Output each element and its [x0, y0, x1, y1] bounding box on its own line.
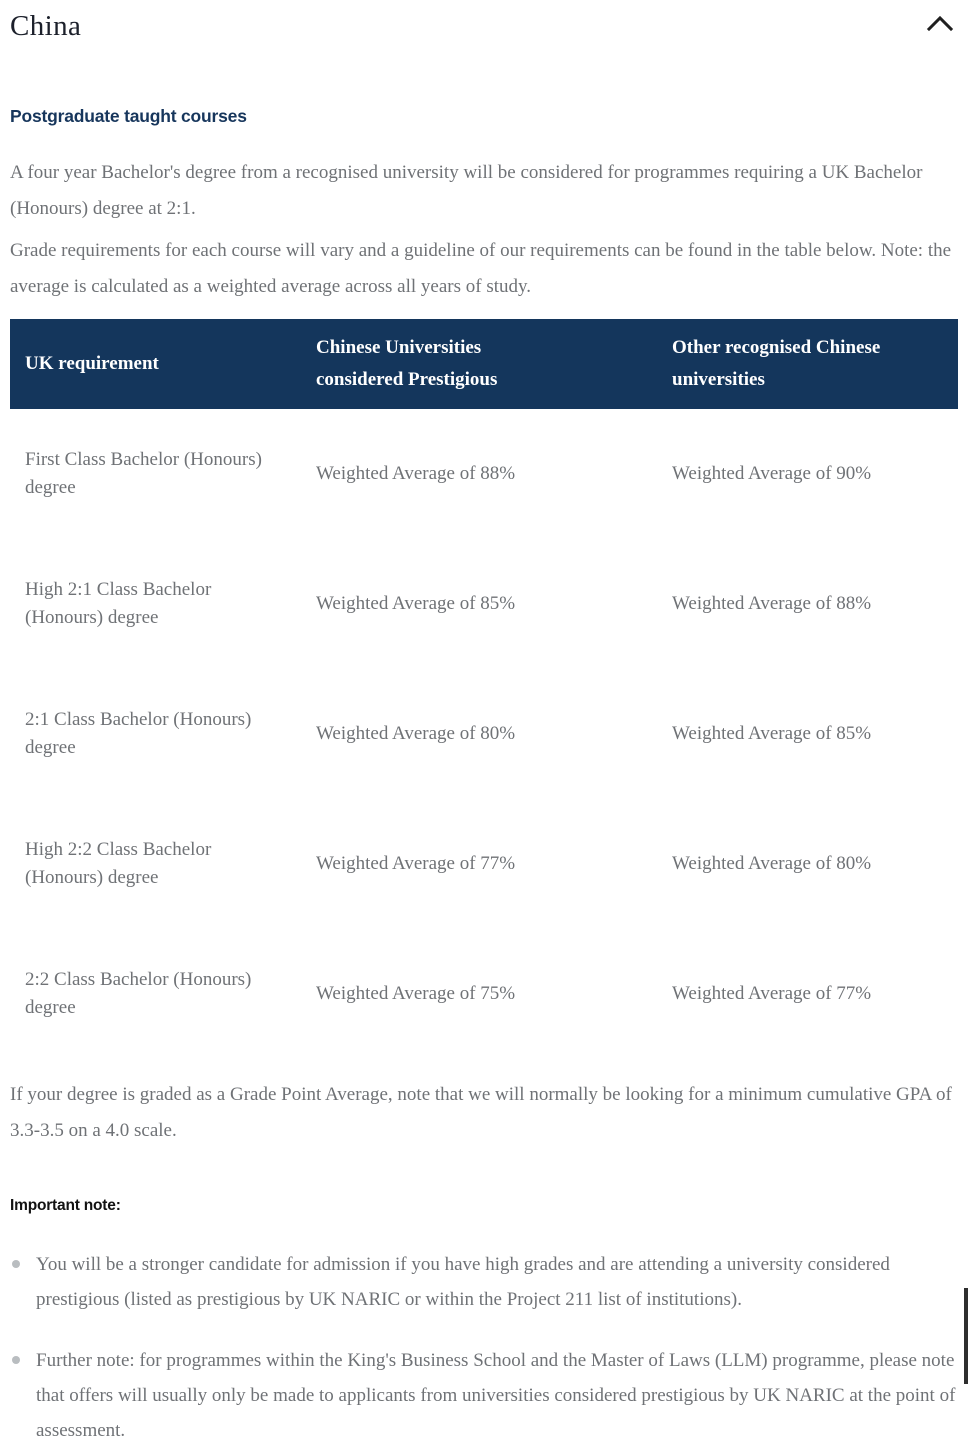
important-notes-list: You will be a stronger candidate for adm…	[10, 1247, 958, 1448]
table-row: First Class Bachelor (Honours) degree We…	[10, 409, 958, 539]
scrollbar-thumb[interactable]	[964, 1288, 968, 1384]
cell-prestigious: Weighted Average of 85%	[316, 593, 516, 614]
bullet-icon	[12, 1260, 20, 1268]
accordion-title: China	[10, 10, 82, 42]
important-note-heading: Important note:	[10, 1197, 121, 1214]
cell-other: Weighted Average of 90%	[672, 463, 872, 484]
accordion-header[interactable]: China	[10, 0, 958, 44]
cell-prestigious: Weighted Average of 75%	[316, 983, 516, 1004]
column-header-uk-requirement: UK requirement	[10, 319, 316, 409]
table-row: 2:2 Class Bachelor (Honours) degree Weig…	[10, 929, 958, 1059]
cell-other: Weighted Average of 77%	[672, 983, 872, 1004]
table-header-row: UK requirement Chinese Universities cons…	[10, 319, 958, 409]
cell-requirement: First Class Bachelor (Honours) degree	[25, 449, 262, 498]
list-item: You will be a stronger candidate for adm…	[10, 1247, 958, 1317]
bullet-icon	[12, 1356, 20, 1364]
cell-requirement: 2:1 Class Bachelor (Honours) degree	[25, 709, 252, 758]
table-row: High 2:1 Class Bachelor (Honours) degree…	[10, 539, 958, 669]
column-header-other: Other recognised Chinese universities	[672, 319, 958, 409]
cell-prestigious: Weighted Average of 77%	[316, 853, 516, 874]
table-row: 2:1 Class Bachelor (Honours) degree Weig…	[10, 669, 958, 799]
cell-other: Weighted Average of 80%	[672, 853, 872, 874]
cell-prestigious: Weighted Average of 80%	[316, 723, 516, 744]
column-header-prestigious: Chinese Universities considered Prestigi…	[316, 319, 672, 409]
grade-guideline-paragraph: Grade requirements for each course will …	[10, 240, 952, 297]
cell-requirement: 2:2 Class Bachelor (Honours) degree	[25, 969, 252, 1018]
chevron-up-icon[interactable]	[926, 14, 954, 37]
requirements-table: UK requirement Chinese Universities cons…	[10, 319, 958, 1059]
note-text: You will be a stronger candidate for adm…	[36, 1254, 890, 1310]
list-item: Further note: for programmes within the …	[10, 1343, 958, 1448]
table-row: High 2:2 Class Bachelor (Honours) degree…	[10, 799, 958, 929]
cell-other: Weighted Average of 88%	[672, 593, 872, 614]
intro-paragraph: A four year Bachelor's degree from a rec…	[10, 162, 923, 219]
cell-other: Weighted Average of 85%	[672, 723, 872, 744]
cell-requirement: High 2:2 Class Bachelor (Honours) degree	[25, 839, 212, 888]
gpa-note: If your degree is graded as a Grade Poin…	[10, 1084, 952, 1141]
cell-prestigious: Weighted Average of 88%	[316, 463, 516, 484]
cell-requirement: High 2:1 Class Bachelor (Honours) degree	[25, 579, 212, 628]
note-text: Further note: for programmes within the …	[36, 1350, 956, 1441]
section-heading: Postgraduate taught courses	[10, 106, 247, 126]
